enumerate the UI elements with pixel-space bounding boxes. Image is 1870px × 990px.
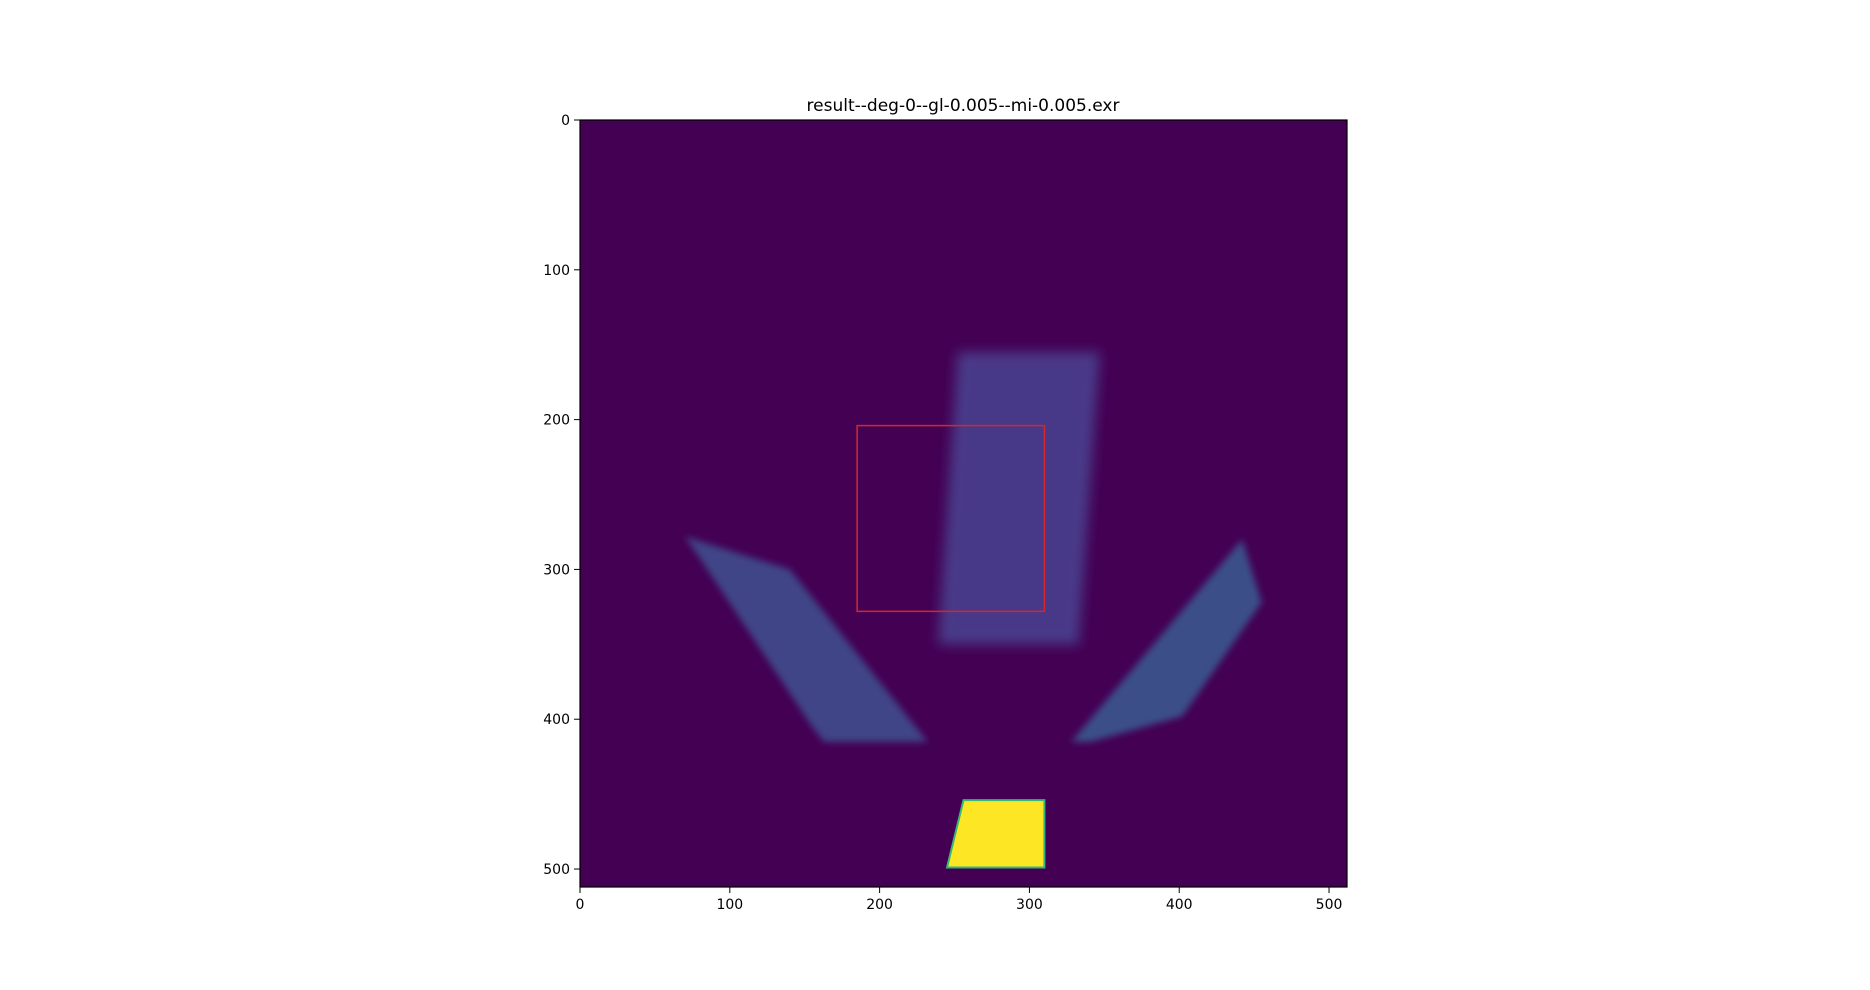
highlight-box — [856, 424, 1046, 613]
x-tick-label: 100 — [716, 897, 743, 913]
y-tick-label: 200 — [543, 413, 570, 429]
y-axis-ticks: 0 100 200 300 400 500 — [543, 113, 580, 878]
chart-title: result--deg-0--gl-0.005--mi-0.005.exr — [807, 96, 1120, 116]
x-tick-label: 400 — [1166, 897, 1193, 913]
heatmap-region-upper-blurred-quad — [938, 352, 1100, 645]
x-tick-label: 0 — [576, 897, 585, 913]
x-axis-ticks: 0 100 200 300 400 500 — [576, 887, 1343, 913]
y-tick-label: 500 — [543, 862, 570, 878]
y-tick-label: 400 — [543, 712, 570, 728]
heatmap-region-left-blurred-band — [684, 536, 928, 742]
heatmap-region-right-blurred-band — [1071, 539, 1262, 742]
y-tick-label: 0 — [561, 113, 570, 129]
x-tick-label: 500 — [1316, 897, 1343, 913]
x-tick-label: 200 — [866, 897, 893, 913]
heatmap-region-bright-trapezoid — [945, 799, 1046, 869]
y-tick-label: 300 — [543, 562, 570, 578]
y-tick-label: 100 — [543, 263, 570, 279]
plot-frame — [579, 119, 1348, 888]
heatmap-regions — [684, 352, 1262, 869]
x-tick-label: 300 — [1016, 897, 1043, 913]
